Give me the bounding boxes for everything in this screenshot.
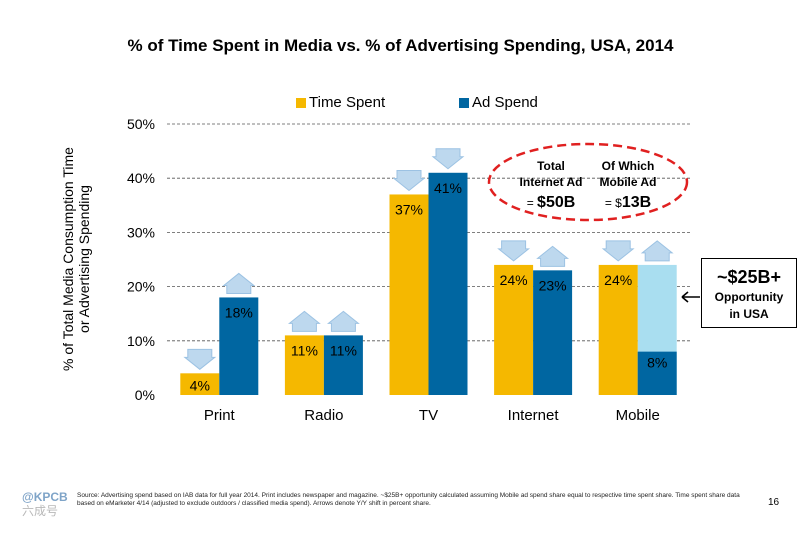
bar-time-spent-mobile: [598, 264, 638, 395]
bar-time-spent-radio: [284, 335, 324, 395]
kpcb-logo: @KPCB 六成号: [22, 490, 68, 518]
legend-swatch-ad-spend: [459, 97, 469, 108]
data-label-ad-spend: 18%: [225, 304, 253, 320]
annotation-mobile-value: = $13B: [605, 194, 651, 211]
opportunity-line2: in USA: [729, 307, 769, 321]
data-label-time-spent: 24%: [604, 272, 632, 288]
bar-ad-spend-tv: [428, 172, 468, 395]
bar-ad-spend-radio: [323, 335, 363, 395]
x-tick-label: Print: [204, 407, 236, 424]
y-tick-label: 10%: [127, 333, 155, 349]
legend-swatch-time-spent: [296, 97, 306, 108]
y-tick-label: 30%: [127, 224, 155, 240]
opportunity-value: ~$25B+: [716, 267, 782, 287]
bar-ad-spend-print: [219, 297, 259, 395]
watermark-text: 六成号: [22, 504, 59, 518]
bar-ad-spend-mobile: [637, 351, 677, 395]
page-number: 16: [768, 497, 780, 508]
opportunity-line1: Opportunity: [714, 290, 784, 304]
data-label-ad-spend: 8%: [647, 355, 667, 371]
arrow-ad-spend-mobile: [640, 240, 674, 262]
arrow-time-spent-radio: [287, 310, 321, 332]
y-tick-label: 50%: [127, 116, 155, 132]
data-label-time-spent: 37%: [395, 201, 423, 217]
legend: Time Spent: [296, 94, 385, 111]
legend-label-ad-spend: Ad Spend: [472, 94, 538, 111]
logo-text: @KPCB: [22, 490, 68, 504]
annotation-total-label-2: Internet Ad: [520, 175, 583, 189]
data-label-time-spent: 4%: [190, 377, 210, 393]
arrow-time-spent-mobile: [601, 240, 635, 262]
bar-ad-spend-internet: [533, 270, 573, 395]
arrow-ad-spend-tv: [431, 148, 465, 170]
page-title: % of Time Spent in Media vs. % of Advert…: [127, 36, 674, 55]
arrow-time-spent-tv: [392, 169, 426, 192]
data-label-time-spent: 11%: [291, 342, 318, 358]
data-label-ad-spend: 11%: [330, 342, 357, 358]
y-tick-label: 0%: [135, 387, 155, 403]
x-tick-label: TV: [419, 407, 438, 424]
annotation-total-label-1: Total: [537, 159, 565, 173]
y-tick-label: 40%: [127, 170, 155, 186]
opportunity-pointer-arrow: [681, 291, 700, 303]
data-label-ad-spend: 23%: [539, 277, 567, 293]
annotation-mobile-label-2: Mobile Ad: [600, 175, 657, 189]
arrow-ad-spend-radio: [326, 310, 360, 332]
bar-time-spent-tv: [389, 194, 429, 395]
arrow-time-spent-print: [183, 348, 217, 370]
source-note: Source: Advertising spend based on IAB d…: [77, 492, 740, 507]
data-label-ad-spend: 41%: [434, 180, 462, 196]
opportunity-callout: ~$25B+ Opportunity in USA: [701, 258, 797, 328]
arrow-ad-spend-internet: [536, 245, 570, 267]
legend-label-time-spent: Time Spent: [309, 94, 386, 111]
x-tick-label: Radio: [304, 407, 343, 424]
x-tick-label: Mobile: [616, 407, 660, 424]
legend-ad: Ad Spend: [459, 94, 538, 111]
data-label-time-spent: 24%: [500, 272, 528, 288]
annotation-ellipse: [487, 142, 689, 222]
annotation-mobile-label-1: Of Which: [602, 159, 655, 173]
arrow-time-spent-internet: [497, 240, 531, 262]
bar-time-spent-print: [180, 373, 220, 395]
annotation-total-value: = $50B: [527, 194, 576, 211]
y-tick-label: 20%: [127, 279, 155, 295]
arrow-ad-spend-print: [222, 272, 256, 294]
bar-time-spent-internet: [494, 264, 534, 395]
x-tick-label: Internet: [508, 407, 560, 424]
